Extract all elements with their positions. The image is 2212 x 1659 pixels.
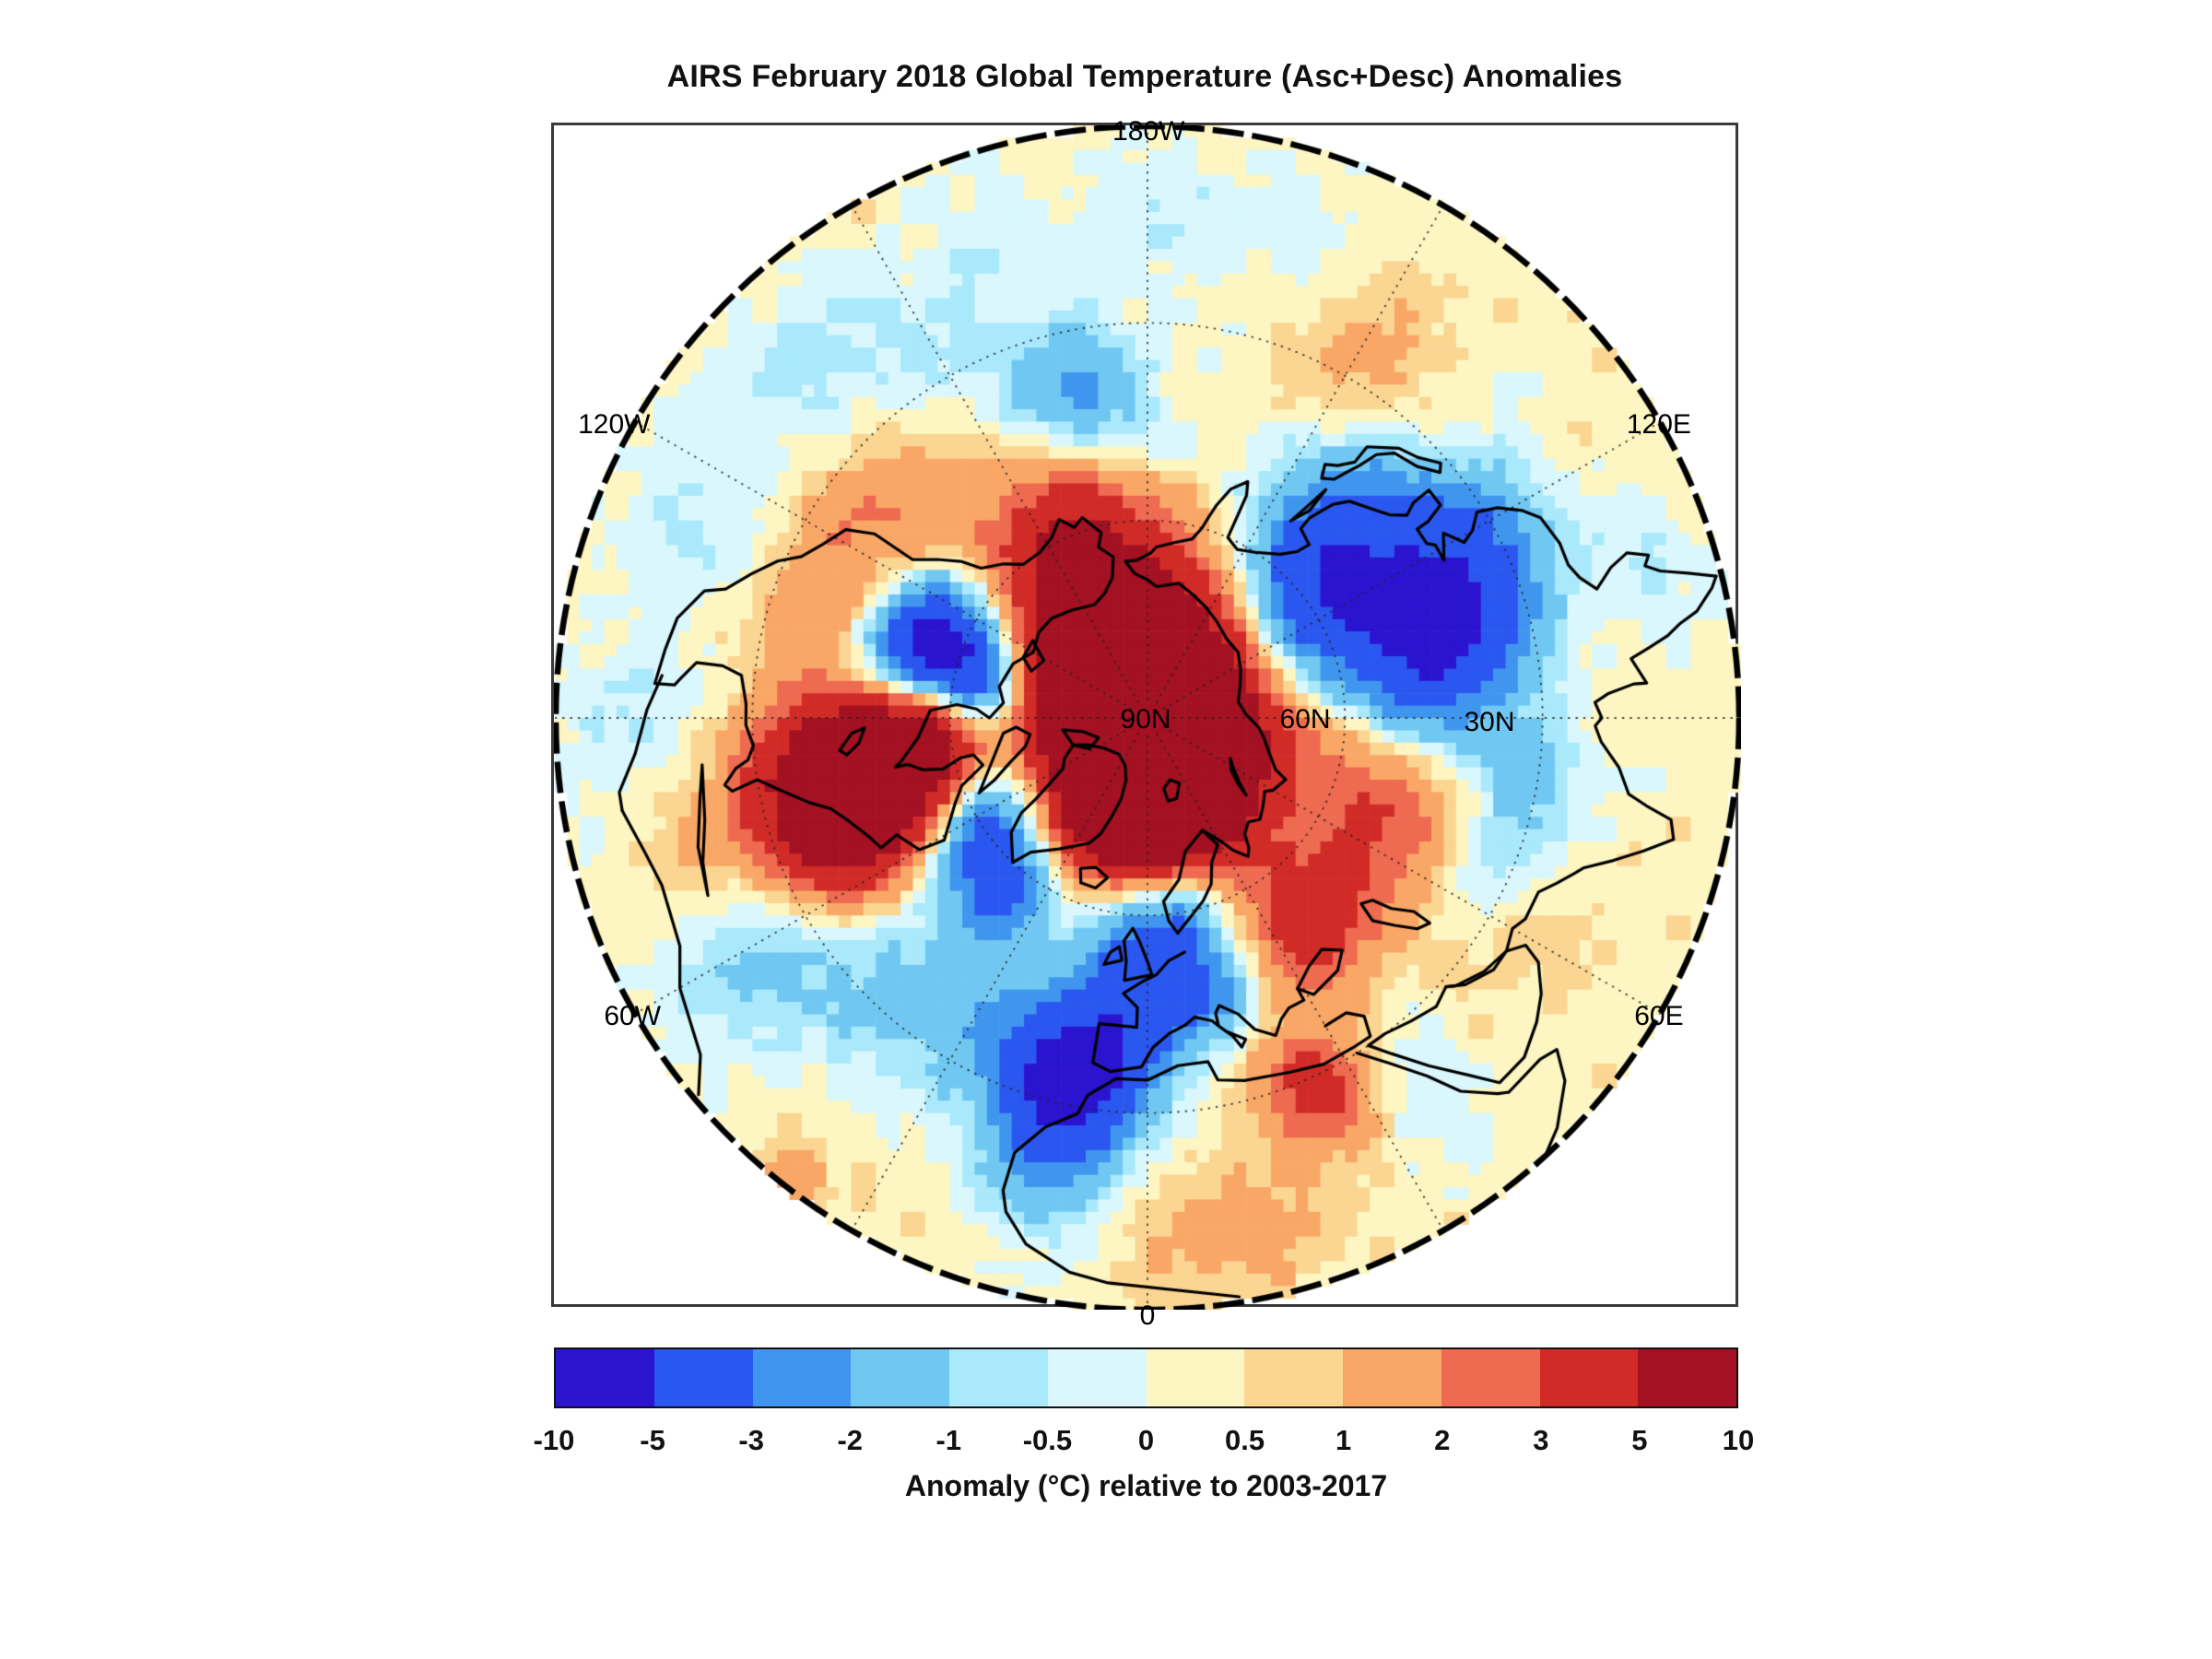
colorbar-caption: Anomaly (°C) relative to 2003-2017 [904, 1469, 1388, 1502]
anomaly-map-canvas [554, 125, 1741, 1310]
colorbar-tick: -1 [935, 1424, 962, 1456]
colorbar-cell [949, 1349, 1048, 1406]
meridian-label-60e: 60E [1634, 1001, 1684, 1032]
colorbar-tick: -3 [738, 1424, 764, 1456]
colorbar-tick: 5 [1631, 1424, 1648, 1456]
colorbar-tick: 0 [1137, 1424, 1155, 1456]
colorbar-cell [1146, 1349, 1245, 1406]
colorbar-tick: 0.5 [1225, 1424, 1265, 1456]
colorbar-cell [1047, 1349, 1147, 1406]
colorbar-cell [653, 1349, 753, 1406]
colorbar-cell [1441, 1349, 1540, 1406]
colorbar-cell [1638, 1349, 1736, 1406]
colorbar-cell [1539, 1349, 1639, 1406]
colorbar-cell [752, 1349, 852, 1406]
colorbar-tick: -5 [640, 1424, 665, 1456]
colorbar-cell [1244, 1349, 1343, 1406]
meridian-label-120e: 120E [1626, 408, 1691, 440]
colorbar-cell [1343, 1349, 1441, 1406]
parallel-label-30n: 30N [1464, 707, 1515, 738]
colorbar-tick: -10 [533, 1424, 575, 1456]
colorbar-tick: -0.5 [1022, 1424, 1073, 1456]
colorbar-tick: 3 [1533, 1424, 1549, 1456]
meridian-label-180w: 180W [1112, 116, 1185, 147]
colorbar-cell [851, 1349, 949, 1406]
meridian-label-120w: 120W [578, 408, 651, 440]
meridian-label-0: 0 [1139, 1300, 1156, 1331]
parallel-label-90n: 90N [1120, 703, 1171, 735]
chart-title: AIRS February 2018 Global Temperature (A… [666, 59, 1623, 94]
colorbar-tick: 1 [1335, 1424, 1352, 1456]
colorbar-cell [556, 1349, 654, 1406]
colorbar [554, 1347, 1738, 1408]
colorbar-tick: -2 [837, 1424, 864, 1456]
colorbar-ticks: -10 -5 -3 -2 -1 -0.5 0 0.5 1 2 3 5 10 [534, 1424, 1755, 1461]
colorbar-tick: 10 [1722, 1424, 1755, 1456]
parallel-label-60n: 60N [1279, 703, 1331, 735]
meridian-label-60w: 60W [604, 1001, 662, 1032]
colorbar-tick: 2 [1434, 1424, 1451, 1456]
map-plot-frame: 180W 120W 120E 60W 60E 0 90N 60N 30N [551, 118, 1741, 1329]
